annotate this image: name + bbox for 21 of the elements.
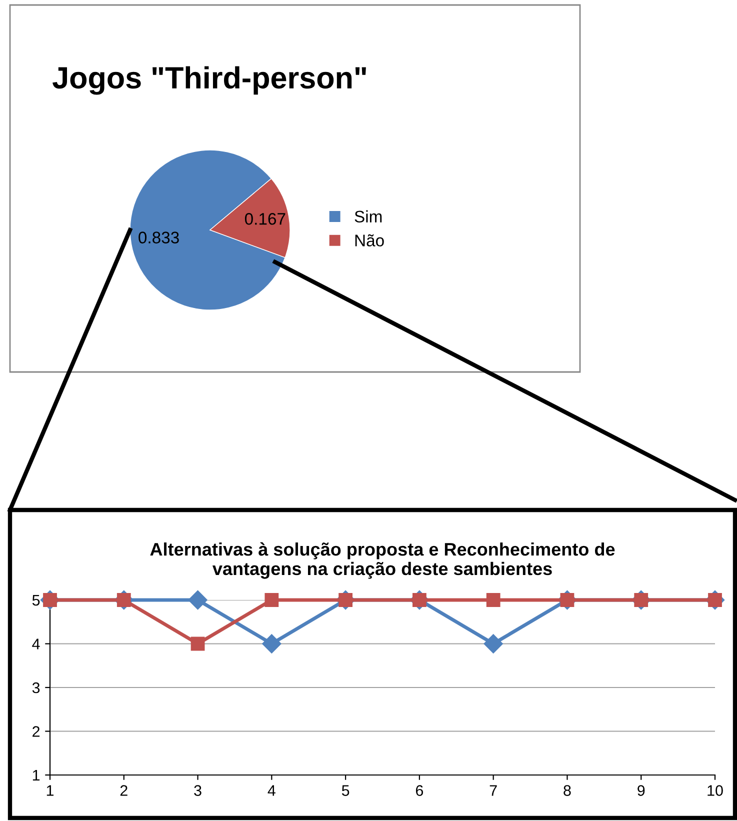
x-tick-label: 7 <box>490 785 497 796</box>
legend-label: Sim <box>354 210 382 223</box>
y-tick-label: 5 <box>32 595 40 606</box>
x-tick-label: 3 <box>194 785 202 796</box>
chart-title: Alternativas à solução proposta e Reconhecimento de vantagens na criação deste sambientes <box>150 542 615 579</box>
y-tick-label: 3 <box>32 682 40 694</box>
legend-label: Não <box>355 234 384 246</box>
data-label: 0.167 <box>244 213 286 225</box>
x-tick-label: 2 <box>120 785 128 796</box>
x-tick-label: 10 <box>708 785 723 796</box>
x-tick-label: 5 <box>342 785 350 796</box>
data-label: 0.833 <box>138 232 179 244</box>
x-tick-label: 8 <box>564 785 571 796</box>
x-tick-label: 4 <box>268 785 276 796</box>
x-tick-label: 9 <box>638 785 645 796</box>
chart-title: Jogos "Third-person" <box>52 66 366 95</box>
x-tick-label: 6 <box>416 785 424 796</box>
y-tick-label: 1 <box>32 770 40 781</box>
y-tick-label: 2 <box>32 726 40 737</box>
x-tick-label: 1 <box>46 785 54 796</box>
y-tick-label: 4 <box>32 638 40 650</box>
